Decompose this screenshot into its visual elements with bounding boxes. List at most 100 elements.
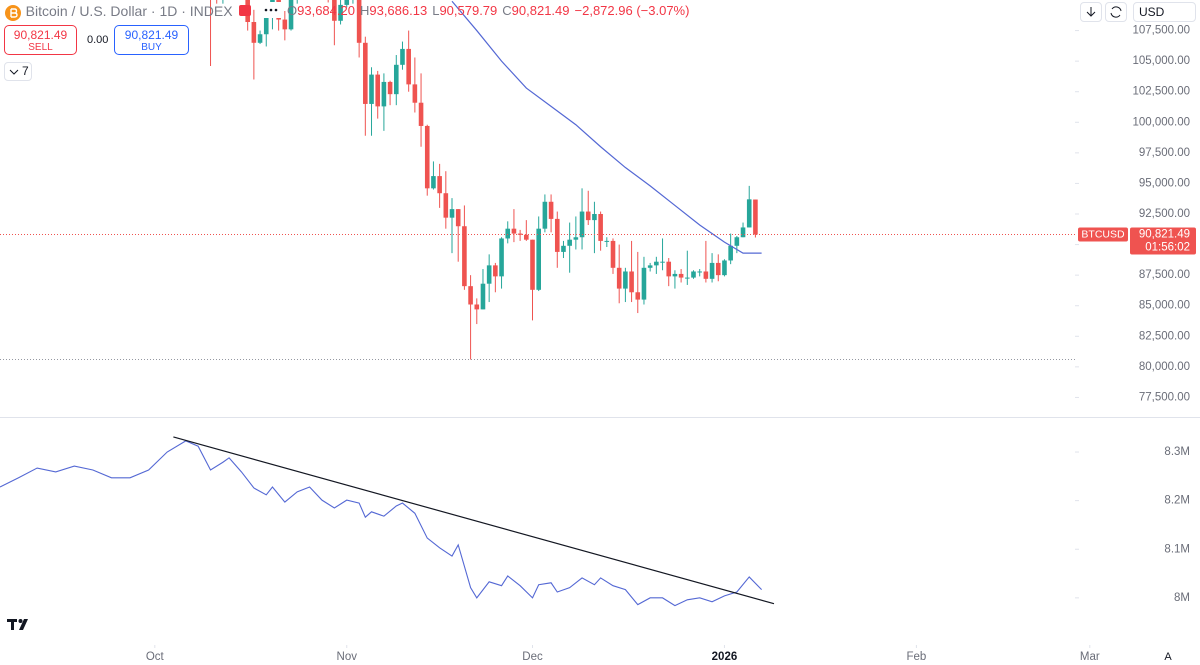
candle-body [598,214,603,241]
arrow-icon [1086,7,1096,17]
candle-body [697,271,702,273]
ohlc-key: C [502,3,512,18]
candle-body [418,102,424,126]
candle-body [369,74,374,104]
candle-body [660,261,665,263]
candle-body [635,292,641,300]
header-row: Bitcoin / U.S. Dollar · 1D · INDEX [4,2,233,22]
candle-body [530,239,535,290]
y-tick-label: 107,500.00 [1132,25,1190,37]
candle-body [511,228,517,234]
y-tick-label: 85,000.00 [1139,300,1190,312]
x-tick-label: Oct [146,651,165,663]
candle-body [412,84,418,103]
ohlc-value: 93,686.13 [369,3,428,18]
candle-body [567,239,572,246]
candle-body [715,262,721,276]
candle-body [387,81,393,95]
candle-body [666,261,672,277]
candle-body [499,238,504,277]
candle-body [629,271,634,293]
candle-body [728,245,733,261]
candle-body [734,237,740,246]
refresh-path [1110,6,1122,18]
candle-body [288,0,294,30]
y-tick-label: 8.2M [1164,495,1190,507]
currency-select[interactable]: USD [1133,2,1196,22]
x-tick-label: Mar [1080,651,1100,663]
candle-body [338,4,343,21]
y-tick-label: 80,000.00 [1139,361,1190,373]
candle-body [505,228,511,239]
candle-body [691,271,696,278]
chevron [9,69,19,75]
candle-body [647,265,653,268]
download-button[interactable] [1080,2,1102,22]
dot [264,8,268,12]
candle-body [542,201,548,229]
ohlc-key: L [432,3,440,18]
ohlc-key: O [287,3,298,18]
candle-body [579,211,585,238]
refresh-icon [1110,6,1122,18]
candle-body [424,125,430,189]
coin-icon [5,4,21,21]
candle-body [455,209,461,227]
candle-body [449,209,455,218]
y-tick-label: 8.3M [1164,446,1190,458]
candle-body [356,0,362,43]
candle-body [554,218,560,252]
candle-body [443,193,449,218]
candle-body [462,226,467,287]
trendline [173,436,775,605]
dot [274,8,278,12]
candle-body [474,304,480,310]
candle-body [703,271,709,279]
plot-area [0,436,775,607]
x-tick-label: Nov [337,651,358,663]
candle-body [709,262,715,279]
sell-button[interactable]: 90,821.49 SELL [4,25,77,55]
y-tick-label: 102,500.00 [1132,86,1190,98]
candle-body [610,240,616,268]
market-status-icon[interactable] [239,5,251,16]
price-badge [1130,227,1196,255]
arrow-path [1086,7,1096,17]
candle-body [641,267,647,300]
ohlc-value: 93,684.20 [297,3,355,18]
series-line [0,440,763,607]
candle-body [685,277,690,279]
x-tick-label: 2026 [712,651,738,663]
candle-body [363,42,368,104]
candle-body [746,199,752,228]
candle-body [672,273,678,277]
candle-body [251,22,257,43]
coin-glyph [10,7,18,18]
candle-body [517,233,523,235]
y-tick-label: 87,500.00 [1139,269,1190,281]
auto-scale-button[interactable]: A [1164,651,1172,663]
buy-button[interactable]: 90,821.49 BUY [114,25,189,55]
symbol-badge [1078,227,1128,242]
candle-body [623,271,628,289]
dots-icon [264,8,278,12]
candle-body [263,15,269,35]
more-button[interactable] [258,2,284,18]
candle-body [561,245,566,252]
candle-body [486,265,492,284]
candle-body [493,265,498,277]
dot [269,8,273,12]
symbol-title: Bitcoin / U.S. Dollar · 1D · INDEX [25,3,233,19]
refresh-button[interactable] [1105,2,1127,22]
y-tick-label: 95,000.00 [1139,177,1190,189]
buy-label: BUY [141,42,162,53]
candle-body [437,176,442,194]
candle-body [282,19,288,30]
ohlc-key: H [359,3,370,18]
y-tick-label: 8.1M [1164,543,1190,555]
indicators-toggle[interactable]: 7 [4,62,32,81]
